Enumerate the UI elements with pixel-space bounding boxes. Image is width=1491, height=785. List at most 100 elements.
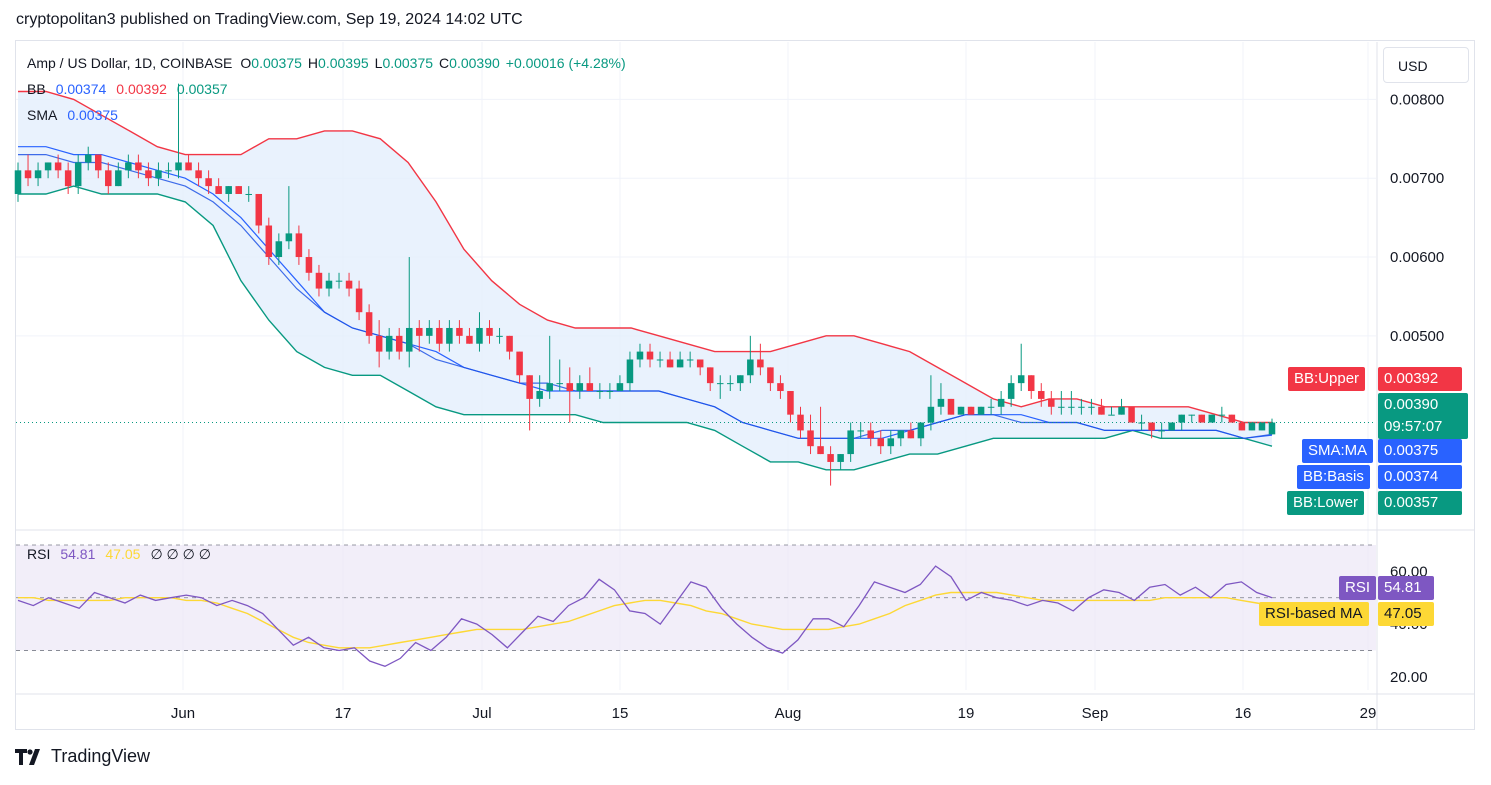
bb-upper-tag-label: BB:Upper [1288,367,1366,391]
candle-body [817,446,824,455]
candle-body [937,398,945,407]
candle-body [1058,406,1065,408]
legend-symbol: Amp / US Dollar, 1D, COINBASE [27,55,233,71]
candle-body [1148,422,1155,431]
candle-body [195,170,202,179]
candle-body [1017,375,1025,384]
sma-tag-value: 0.00375 [1378,439,1462,463]
candle-body [255,193,263,226]
candle-body [1258,422,1266,431]
sma-line [18,154,1273,439]
candle-body [456,327,463,336]
candle-body [556,383,563,385]
candle-body [125,162,132,171]
time-tick-label: Sep [1082,705,1109,722]
candle-body [616,383,624,392]
legend-bb-label: BB [27,81,46,97]
candle-body [1168,422,1175,431]
candle-body [1268,422,1276,435]
candle-body [385,335,393,352]
candle-body [516,351,523,376]
candle-body [636,351,644,360]
time-tick-label: 17 [335,705,352,722]
candle-body [1088,406,1095,408]
candle-body [887,438,895,447]
candle-body [426,327,433,336]
candle-body [666,359,674,368]
candle-body [907,430,915,439]
legend-bb[interactable]: BB 0.00374 0.00392 0.00357 [27,81,234,97]
rsi-tick-label: 20.00 [1390,669,1428,686]
candle-body [1118,406,1125,415]
candle-body [1138,422,1145,424]
candle-body [827,454,834,462]
candle-body [34,170,42,179]
candle-body [997,398,1005,407]
sma-tag-label: SMA:MA [1302,439,1374,463]
candle-body [225,186,232,194]
candle-body [696,359,704,368]
legend-rsi-label: RSI [27,546,51,562]
candle-body [1198,414,1206,423]
candle-body [947,398,955,415]
candle-body [275,241,283,258]
time-tick-label: Jun [171,705,195,722]
candle-body [837,454,844,462]
candle-body [205,178,212,187]
candle-body [375,335,383,352]
candle-body [727,383,734,385]
candle-body [14,170,22,194]
legend-rsi[interactable]: RSI 54.81 47.05 ∅ ∅ ∅ ∅ [27,546,217,563]
candle-body [345,280,353,289]
candle-body [737,375,744,384]
currency-button[interactable]: USD [1383,47,1469,83]
legend-rsi-value: 54.81 [60,546,96,562]
candle-body [656,359,664,361]
last-price-tag: 0.00390 09:57:07 [1378,393,1468,439]
candle-body [436,327,443,344]
candle-body [466,335,473,344]
candle-body [175,162,182,171]
legend-sma[interactable]: SMA 0.00375 [27,107,124,123]
rsi-line [17,565,1273,668]
candle-body [576,383,584,392]
candle-body [1238,422,1246,431]
legend-sma-value: 0.00375 [67,107,118,123]
candle-body [355,288,363,313]
time-tick-label: Aug [775,705,802,722]
candle-body [676,359,684,368]
candle-body [335,280,343,282]
chart-frame [15,40,1475,730]
time-tick-label: 19 [958,705,975,722]
bb-basis-tag-value: 0.00374 [1378,465,1462,489]
legend-bb-lower: 0.00357 [176,81,228,97]
time-tick-label: 15 [612,705,629,722]
price-tick-label: 0.00500 [1390,328,1444,345]
candle-body [446,327,453,344]
candle-body [1098,406,1105,415]
candle-body [24,170,32,179]
candle-body [315,272,323,289]
legend-sma-label: SMA [27,107,58,123]
legend-open-label: O [240,55,252,71]
candle-body [1108,414,1115,416]
candle-body [626,359,634,384]
candle-body [747,359,754,376]
candle-body [215,186,222,194]
candle-body [486,327,493,336]
candle-body [857,430,864,432]
candle-body [325,280,333,289]
candle-body [877,438,885,447]
candle-body [787,391,794,415]
candle-body [1158,430,1165,432]
candlesticks [14,83,1276,486]
price-tick-label: 0.00700 [1390,170,1444,187]
candle-body [646,351,654,360]
tradingview-footer[interactable]: TradingView [15,746,150,767]
candle-body [1068,406,1075,408]
candle-body [84,154,92,163]
axes: 0.00800 0.00700 0.00600 0.00500 Jun 17 Jul 15 Au… [16,42,1475,730]
candle-body [777,383,784,392]
candle-body [757,359,764,368]
